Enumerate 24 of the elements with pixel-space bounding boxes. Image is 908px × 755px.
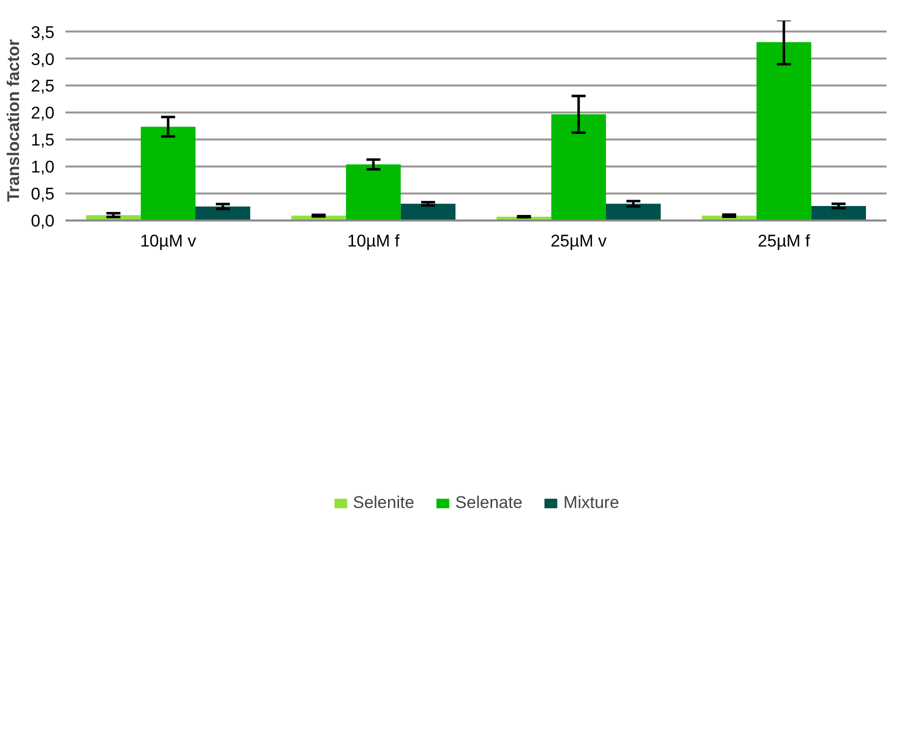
x-tick-label: 25µM v xyxy=(550,232,608,250)
legend-label: Selenite xyxy=(352,493,414,513)
bar xyxy=(551,114,606,220)
y-tick-label: 1,5 xyxy=(30,130,55,150)
bar xyxy=(195,206,250,220)
y-tick-label: 3,5 xyxy=(30,22,55,42)
x-tick-label: 25µM f xyxy=(758,232,810,250)
y-tick-label: 2,5 xyxy=(30,76,55,96)
bar xyxy=(811,206,866,220)
bar xyxy=(606,204,661,220)
y-tick-label: 2,0 xyxy=(30,104,55,123)
legend-label: Selenate xyxy=(455,493,522,513)
bar xyxy=(346,164,401,220)
y-axis-title: Translocation factor xyxy=(4,38,23,202)
bar xyxy=(400,204,456,220)
x-tick-label: 10µM v xyxy=(140,232,197,250)
y-tick-label: 3,0 xyxy=(30,50,55,69)
y-tick-label: 0,0 xyxy=(30,212,55,230)
y-tick-label: 1,0 xyxy=(30,158,55,177)
x-tick-label: 10µM f xyxy=(347,232,400,250)
y-tick-label: 0,5 xyxy=(30,184,55,204)
legend-label: Mixture xyxy=(563,493,620,513)
bar xyxy=(756,42,812,220)
bar xyxy=(140,126,196,220)
